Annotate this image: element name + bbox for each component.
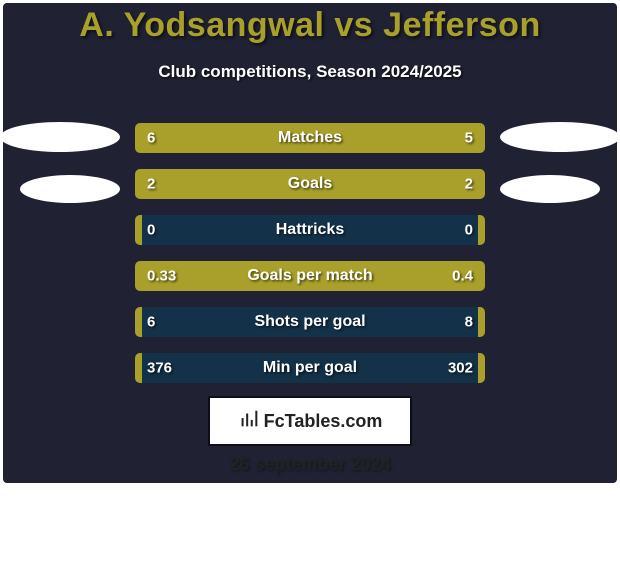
headline: A. Yodsangwal vs Jefferson	[0, 6, 620, 45]
stat-bar: 22Goals	[135, 169, 485, 199]
stat-right-value: 0	[465, 222, 473, 239]
stat-bar: 376 302Min per goal	[135, 353, 485, 383]
bar-chart-icon	[238, 408, 260, 435]
stat-left-value: 0	[147, 222, 155, 239]
comparison-infographic: A. Yodsangwal vs Jefferson Club competit…	[0, 0, 620, 580]
stat-label: Min per goal	[135, 359, 485, 377]
subtitle: Club competitions, Season 2024/2025	[0, 62, 620, 82]
stat-label: Hattricks	[135, 221, 485, 239]
generation-date: 26 september 2024	[0, 454, 620, 475]
stat-bar-left-fill	[135, 169, 310, 199]
brand-badge: FcTables.com	[208, 396, 412, 446]
stat-bar-left-fill	[135, 261, 293, 291]
stat-bar-right-fill	[328, 123, 486, 153]
stat-bar-right-fill	[478, 215, 485, 245]
brand-text: FcTables.com	[264, 411, 383, 432]
player-photo-placeholder	[500, 122, 620, 152]
player-photo-placeholder	[0, 122, 120, 152]
stat-label: Shots per goal	[135, 313, 485, 331]
stat-bar-left-fill	[135, 353, 142, 383]
stat-left-value: 376	[147, 360, 172, 377]
stat-left-value: 6	[147, 314, 155, 331]
stat-bar: 0 0Hattricks	[135, 215, 485, 245]
stat-bar-right-fill	[310, 169, 485, 199]
stat-right-value: 8	[465, 314, 473, 331]
stat-bar-left-fill	[135, 123, 328, 153]
player-photo-placeholder	[500, 175, 600, 203]
stat-bar-left-fill	[135, 307, 142, 337]
stat-right-value: 302	[448, 360, 473, 377]
stat-bar-right-fill	[293, 261, 486, 291]
stat-bar: 65Matches	[135, 123, 485, 153]
stat-bar: 0.330.4Goals per match	[135, 261, 485, 291]
player-photo-placeholder	[20, 175, 120, 203]
stat-bar-left-fill	[135, 215, 142, 245]
stat-bar-right-fill	[478, 307, 485, 337]
stat-bar: 6 8Shots per goal	[135, 307, 485, 337]
stat-bar-right-fill	[478, 353, 485, 383]
